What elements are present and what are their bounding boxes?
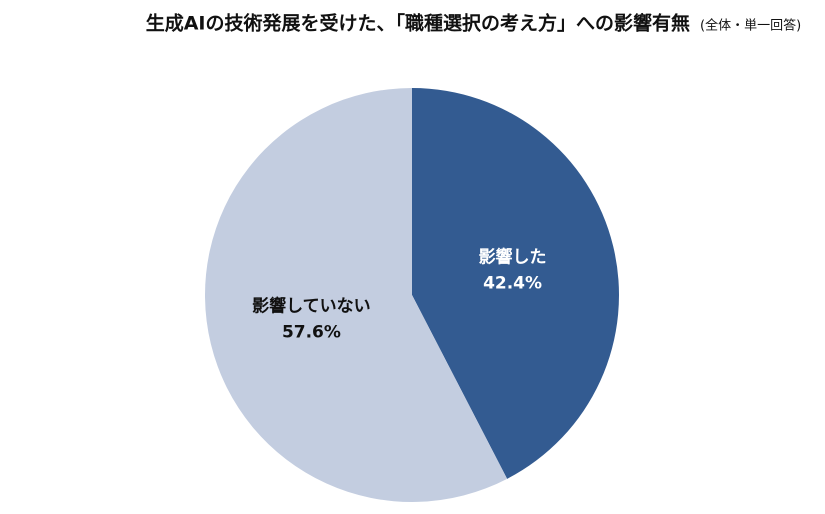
chart-title: 生成AIの技術発展を受けた、「職種選択の考え方」への影響有無 [146, 12, 690, 35]
value-label: 42.4% [483, 274, 542, 294]
pie-slice [412, 88, 619, 479]
value-label: 57.6% [282, 322, 341, 342]
slice-label: 影響した [479, 247, 547, 268]
slice-label: 影響していない [252, 295, 371, 316]
pie-slice [205, 88, 508, 503]
chart-subtitle: (全体・単一回答) [700, 18, 801, 34]
